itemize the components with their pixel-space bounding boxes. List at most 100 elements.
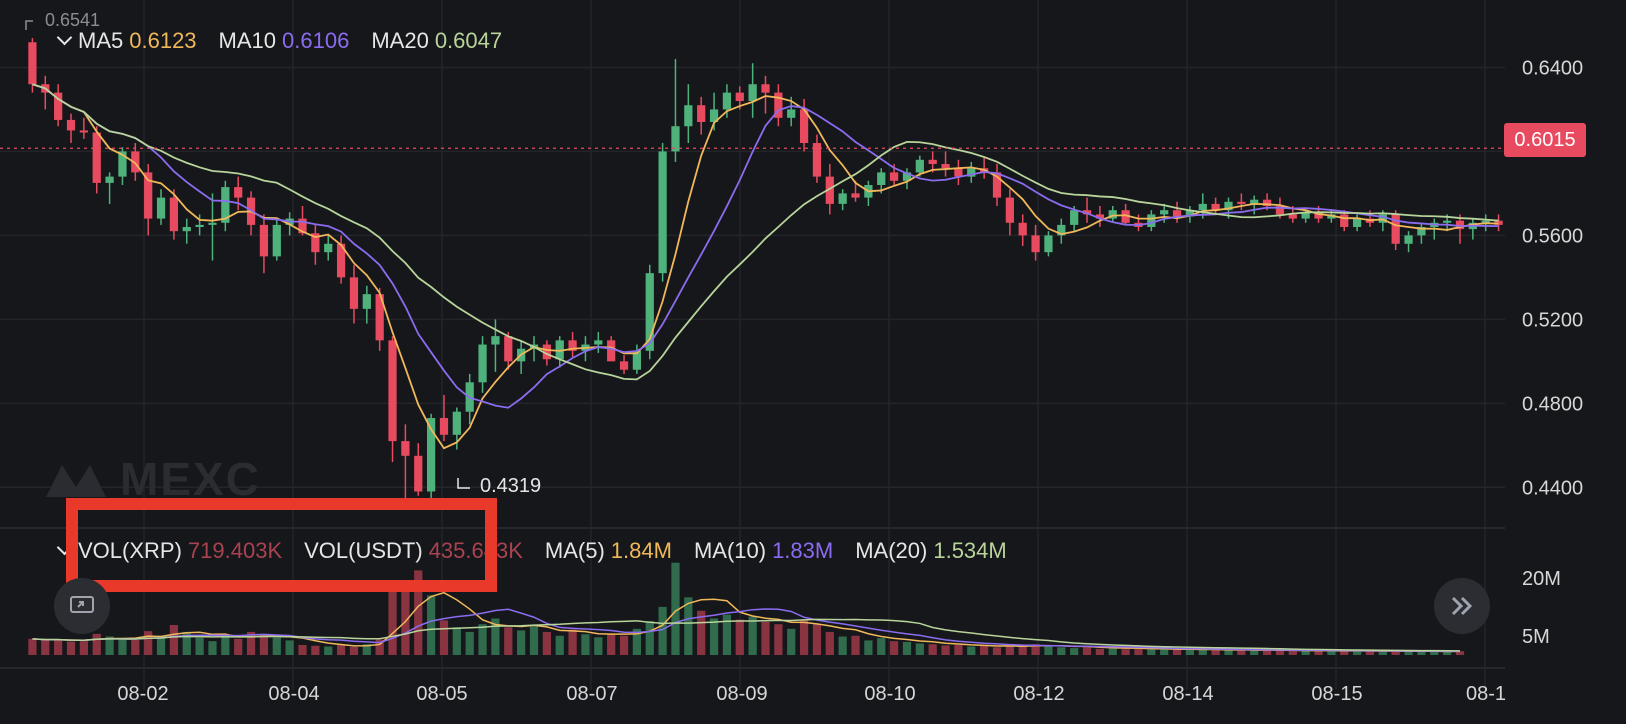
volume-bar: [722, 614, 732, 655]
candle-body: [272, 224, 281, 257]
candle-body: [234, 187, 243, 198]
volume-bar: [28, 638, 37, 655]
volume-bar: [401, 585, 410, 655]
volume-bar: [1095, 648, 1104, 655]
vol-xrp-label: VOL(XRP): [78, 538, 182, 563]
mexc-watermark: MEXC: [44, 452, 261, 506]
volume-bar: [1198, 649, 1207, 655]
last-price-value: 0.6015: [1514, 128, 1576, 151]
candle-body: [504, 336, 513, 362]
candle-body: [594, 340, 603, 345]
candle-body: [1340, 214, 1349, 227]
volume-bar: [877, 638, 886, 655]
volume-bar: [889, 641, 899, 655]
candle-body: [105, 176, 114, 183]
volume-bar: [1160, 648, 1169, 655]
candle-body: [1082, 210, 1092, 215]
candle-body: [697, 105, 706, 123]
volume-tick-label: 5M: [1522, 626, 1550, 648]
ma10-label: MA10: [218, 28, 277, 53]
volume-bar: [1018, 646, 1027, 655]
candle-body: [401, 441, 410, 456]
candle-body: [568, 340, 577, 351]
volume-bar: [607, 633, 616, 655]
candle-body: [1185, 210, 1195, 217]
volume-bar: [118, 639, 127, 655]
candle-body: [1443, 220, 1452, 223]
volume-bar: [581, 634, 590, 655]
candle-body: [1070, 210, 1079, 225]
scroll-right-button[interactable]: [1434, 578, 1490, 634]
volume-bar: [1314, 650, 1323, 655]
candle-body: [182, 226, 191, 232]
vol-ma20-value: 1.534M: [933, 538, 1007, 563]
time-tick-label: 08-10: [864, 683, 915, 705]
candle-body: [1237, 201, 1246, 204]
volume-bar: [671, 562, 680, 655]
volume-bar: [799, 620, 809, 655]
watermark-text: MEXC: [120, 453, 261, 505]
volume-bar: [1005, 645, 1014, 655]
candle-body: [336, 243, 346, 278]
volume-bar: [298, 645, 307, 655]
volume-tick-label: 20M: [1522, 568, 1561, 590]
volume-bar: [941, 645, 950, 655]
vol-ma10-line: [32, 608, 1460, 653]
time-tick-label: 08-12: [1013, 683, 1064, 705]
volume-bars-layer: [28, 562, 1465, 655]
volume-bar: [1404, 651, 1413, 655]
time-tick-label: 08-09: [716, 683, 767, 705]
axis-labels: 0.6400 0.5600 0.5200 0.4800 0.4400 20M 5M 08-02…: [25, 10, 1583, 705]
time-tick-label: 08-04: [268, 683, 319, 705]
volume-bar: [954, 645, 963, 655]
candle-body: [92, 132, 101, 183]
candle-body: [1005, 197, 1014, 223]
candle-body: [1044, 235, 1053, 253]
price-tick-label: 0.4800: [1522, 393, 1583, 415]
price-tick-label: 0.6400: [1522, 57, 1583, 79]
volume-bar: [812, 624, 822, 655]
candle-body: [812, 143, 822, 177]
candle-body: [66, 119, 76, 131]
volume-bar: [1391, 651, 1400, 655]
volume-bar: [825, 631, 834, 655]
candle-body: [1172, 210, 1182, 217]
volume-bar: [182, 631, 191, 655]
candle-body: [1057, 224, 1066, 236]
screen-share-button[interactable]: [54, 578, 110, 634]
time-tick-label: 08-14: [1162, 683, 1213, 705]
volume-bar: [156, 635, 166, 655]
candle-body: [1108, 210, 1117, 219]
candle-body: [195, 224, 204, 227]
volume-bar: [851, 635, 860, 655]
min-marker-icon: [457, 478, 470, 489]
candle-body: [1352, 218, 1362, 227]
candle-body: [169, 197, 179, 232]
volume-bar: [131, 640, 140, 655]
volume-bar: [1185, 649, 1195, 655]
candle-body: [1262, 199, 1272, 206]
volume-bar: [658, 606, 667, 655]
candle-body: [542, 344, 551, 360]
volume-bar: [246, 631, 256, 655]
volume-bar: [195, 637, 204, 655]
candle-body: [375, 294, 384, 341]
chevron-down-icon[interactable]: [58, 34, 72, 48]
candle-body: [79, 130, 88, 133]
vol-xrp-value: 719.403K: [187, 538, 283, 563]
volume-bar: [1455, 651, 1465, 655]
volume-bar: [414, 570, 423, 655]
volume-bar: [1378, 650, 1387, 655]
candle-body: [1018, 222, 1027, 236]
candle-body: [851, 193, 860, 198]
ma5-label: MA5: [78, 28, 124, 53]
candle-body: [298, 218, 307, 234]
candle-body: [941, 164, 950, 169]
volume-bar: [259, 635, 269, 655]
candle-body: [414, 455, 423, 492]
grid-lines: [0, 0, 1505, 690]
volume-bar: [684, 597, 693, 655]
candle-body: [787, 109, 796, 118]
vol-ma20-line: [32, 618, 1460, 652]
